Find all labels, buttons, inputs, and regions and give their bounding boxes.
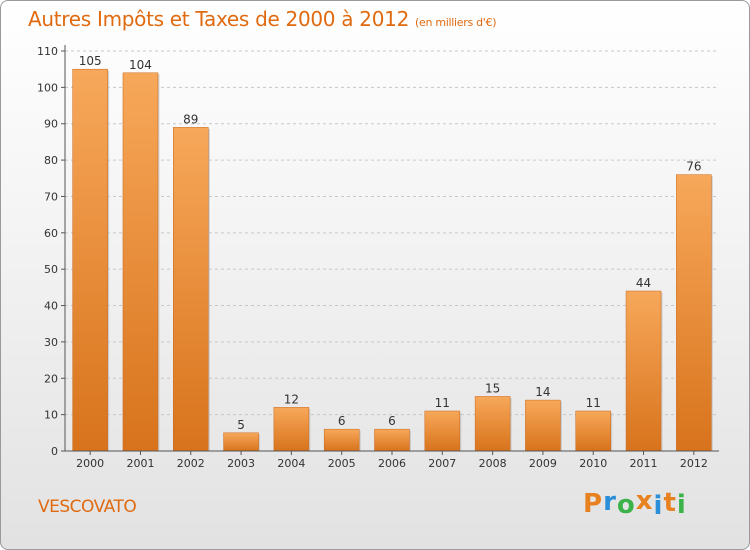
logo-letter: r — [603, 487, 617, 517]
x-tick-label: 2007 — [428, 457, 456, 470]
y-tick-label: 90 — [44, 118, 58, 131]
bar-value-label: 12 — [284, 392, 299, 406]
bar-value-label: 76 — [686, 160, 701, 174]
y-tick-label: 100 — [37, 81, 58, 94]
y-tick-label: 110 — [37, 45, 58, 58]
logo-letter: o — [616, 490, 636, 520]
bar-value-label: 104 — [129, 58, 152, 72]
bar-value-label: 11 — [586, 396, 601, 410]
bar — [575, 410, 611, 452]
x-tick-label: 2000 — [76, 457, 104, 470]
bar-value-label: 6 — [388, 414, 396, 428]
x-tick-label: 2003 — [227, 457, 255, 470]
bar-value-label: 15 — [485, 381, 500, 395]
bar — [173, 127, 209, 452]
bar — [223, 432, 259, 452]
x-tick-label: 2011 — [630, 457, 658, 470]
chart-title-text: Autres Impôts et Taxes de 2000 à 2012 — [28, 7, 409, 31]
commune-name: VESCOVATO — [38, 497, 137, 517]
logo-letter: t — [663, 488, 677, 518]
bar — [72, 68, 108, 452]
bar — [474, 396, 511, 452]
bar — [676, 174, 712, 452]
bar-value-label: 44 — [636, 276, 651, 290]
x-tick-label: 2006 — [378, 457, 406, 470]
bar-value-label: 105 — [79, 54, 102, 68]
logo-letter: x — [635, 486, 654, 516]
y-tick-label: 0 — [51, 445, 58, 458]
y-tick-label: 20 — [44, 372, 58, 385]
bar — [122, 72, 159, 452]
x-tick-label: 2010 — [579, 457, 607, 470]
logo-letter: P — [583, 489, 604, 519]
bar — [374, 428, 410, 452]
proxiti-logo: Proxiti — [583, 486, 687, 521]
x-tick-label: 2002 — [177, 457, 205, 470]
x-tick-label: 2001 — [126, 457, 154, 470]
bar-value-label: 14 — [535, 385, 550, 399]
y-tick-label: 10 — [44, 409, 58, 422]
bar-value-label: 11 — [435, 396, 450, 410]
bar-value-label: 6 — [338, 414, 346, 428]
y-tick-label: 40 — [44, 300, 58, 313]
x-tick-label: 2004 — [277, 457, 305, 470]
bar — [625, 290, 662, 452]
x-tick-label: 2012 — [680, 457, 708, 470]
y-tick-label: 80 — [44, 154, 58, 167]
chart-title: Autres Impôts et Taxes de 2000 à 2012 (en… — [28, 7, 496, 31]
x-tick-label: 2009 — [529, 457, 557, 470]
bar — [525, 399, 561, 452]
x-tick-label: 2008 — [479, 457, 507, 470]
bar-value-label: 5 — [237, 418, 245, 432]
y-tick-label: 60 — [44, 227, 58, 240]
y-tick-label: 50 — [44, 263, 58, 276]
bar — [323, 428, 360, 452]
logo-letter: i — [676, 490, 687, 520]
x-tick-label: 2005 — [328, 457, 356, 470]
y-tick-label: 30 — [44, 336, 58, 349]
logo-letter: i — [653, 491, 664, 521]
bar-value-label: 89 — [183, 112, 198, 126]
y-tick-label: 70 — [44, 190, 58, 203]
bar — [273, 407, 310, 452]
bar — [424, 410, 461, 452]
chart-subtitle: (en milliers d'€) — [415, 16, 497, 29]
